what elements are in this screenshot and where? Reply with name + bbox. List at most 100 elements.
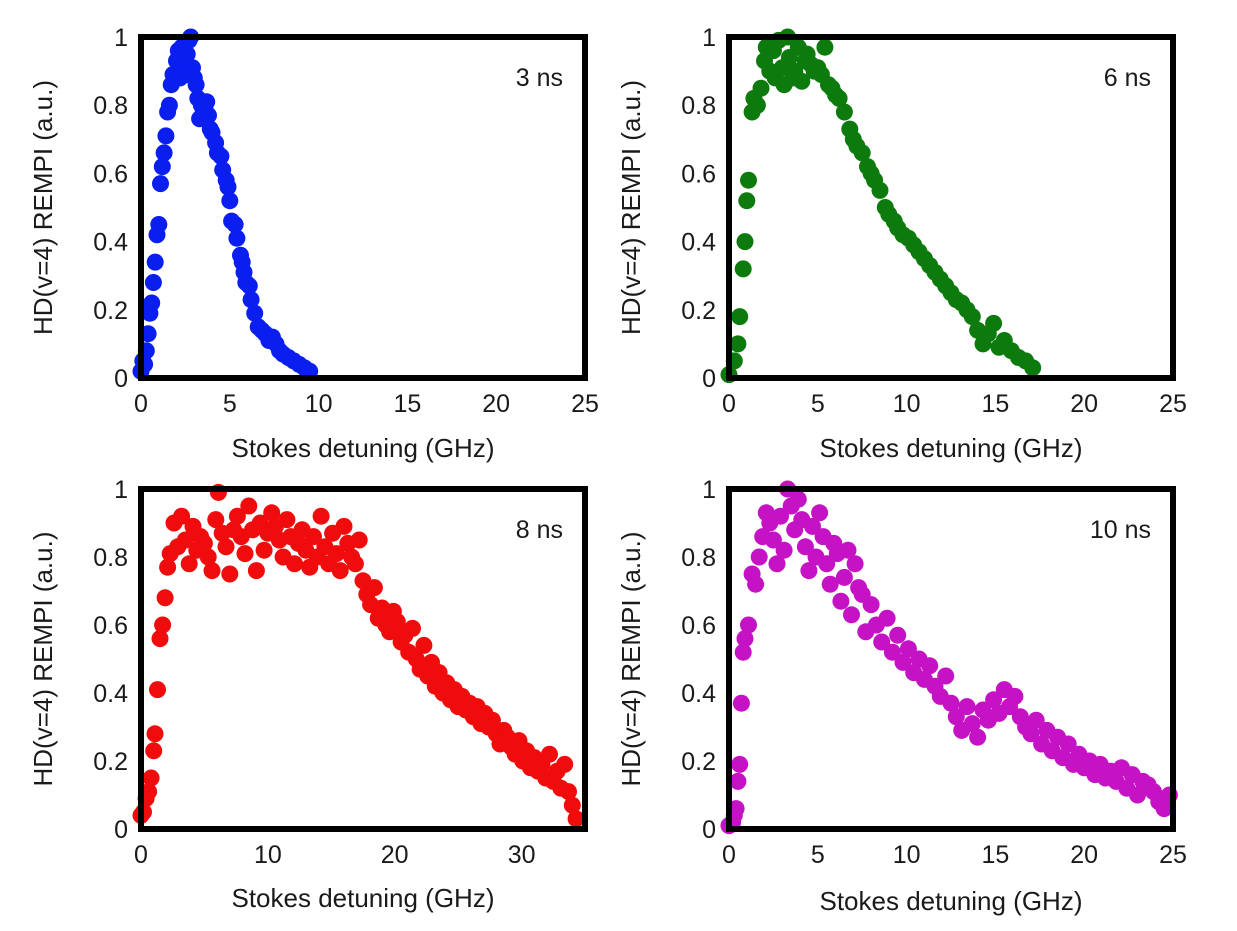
y-tick-label: 1: [702, 24, 716, 52]
data-point: [1006, 687, 1024, 705]
data-point: [871, 181, 889, 199]
data-point: [878, 609, 896, 627]
data-point: [963, 715, 981, 733]
data-point: [146, 725, 164, 743]
data-point: [286, 555, 303, 573]
duration-annotation: 3 ns: [516, 64, 563, 92]
panel-10ns: 0 5 10 15 20 25 0 0.2 0.4 0.6 0.8 1 10 ns Stokes detu…: [616, 476, 1187, 916]
y-tick-label: 0: [702, 365, 716, 393]
data-point: [958, 698, 976, 716]
data-point: [178, 45, 196, 63]
data-point: [563, 796, 581, 814]
y-tick-label: 1: [114, 24, 128, 52]
data-point: [154, 616, 172, 634]
data-point: [157, 127, 175, 145]
y-tick-label: 1: [114, 476, 128, 504]
data-point: [560, 783, 577, 801]
y-tick-label: 0.8: [93, 544, 128, 572]
data-point: [772, 507, 789, 525]
y-tick-label: 0: [702, 816, 716, 844]
data-point: [937, 667, 955, 685]
data-points: [720, 28, 1042, 384]
x-tick-label: 15: [393, 390, 421, 418]
data-point: [176, 531, 194, 549]
data-point: [221, 192, 239, 210]
data-point: [350, 531, 368, 549]
data-point: [255, 541, 273, 559]
x-tick-label: 25: [1159, 841, 1187, 869]
x-axis-title: Stokes detuning (GHz): [819, 433, 1082, 463]
data-point: [947, 708, 965, 726]
data-point: [732, 694, 750, 712]
y-tick-label: 0.2: [93, 297, 128, 325]
data-points: [132, 483, 585, 828]
data-point: [830, 89, 848, 107]
data-point: [180, 555, 198, 573]
data-point: [221, 565, 239, 583]
data-point: [145, 742, 163, 760]
data-point: [278, 511, 296, 529]
y-axis-title: HD(v=4) REMPI (a.u.): [616, 532, 646, 787]
y-tick-label: 0.2: [681, 297, 716, 325]
y-tick-label: 0.2: [93, 748, 128, 776]
data-point: [835, 103, 853, 121]
data-point: [327, 545, 345, 563]
data-point: [738, 192, 756, 210]
data-point: [873, 633, 891, 651]
data-point: [768, 555, 786, 573]
data-point: [236, 545, 254, 563]
x-tick-label: 15: [981, 841, 1009, 869]
data-point: [212, 147, 230, 165]
x-tick-label: 20: [1070, 841, 1098, 869]
data-point: [853, 144, 871, 162]
plot-frame: [726, 486, 1176, 832]
y-tick-label: 0.6: [93, 160, 128, 188]
data-point: [388, 613, 406, 631]
data-point: [736, 630, 754, 648]
duration-annotation: 6 ns: [1104, 64, 1151, 92]
data-point: [153, 158, 171, 176]
plot-frame: [138, 34, 588, 381]
data-point: [985, 691, 1003, 709]
data-point: [203, 562, 221, 580]
y-axis-title: HD(v=4) REMPI (a.u.): [28, 80, 58, 335]
data-point: [747, 575, 765, 593]
data-point: [963, 308, 981, 326]
data-point: [736, 233, 754, 251]
data-point: [331, 562, 349, 580]
data-point: [240, 497, 258, 515]
data-point: [483, 711, 501, 729]
data-point: [240, 277, 258, 295]
y-tick-label: 0: [114, 365, 128, 393]
y-tick-label: 0.2: [681, 748, 716, 776]
data-point: [811, 504, 829, 522]
data-point: [199, 548, 217, 566]
x-tick-label: 25: [571, 390, 599, 418]
duration-annotation: 8 ns: [516, 516, 563, 544]
y-tick-label: 1: [702, 476, 716, 504]
y-tick-label: 0.6: [681, 160, 716, 188]
x-tick-label: 10: [893, 841, 921, 869]
x-tick-label: 30: [508, 841, 536, 869]
data-point: [144, 274, 162, 291]
y-tick-label: 0.6: [93, 612, 128, 640]
data-points: [132, 28, 319, 380]
y-tick-label: 0.8: [681, 92, 716, 120]
y-tick-label: 0.4: [681, 680, 716, 708]
x-tick-label: 15: [981, 390, 1009, 418]
data-point: [556, 755, 574, 773]
data-point: [800, 562, 818, 580]
x-tick-label: 0: [134, 390, 148, 418]
panel-8ns: 0 10 20 30 0 0.2 0.4 0.6 0.8 1 8 ns Stokes detuning…: [28, 476, 588, 913]
data-point: [821, 575, 839, 593]
data-point: [985, 314, 1003, 332]
data-point: [883, 643, 901, 661]
x-tick-label: 5: [223, 390, 237, 418]
data-point: [142, 769, 160, 787]
data-point: [567, 810, 585, 828]
data-points: [720, 480, 1178, 835]
data-point: [159, 558, 177, 576]
data-point: [219, 178, 237, 196]
data-point: [146, 253, 164, 271]
data-point: [846, 555, 864, 573]
